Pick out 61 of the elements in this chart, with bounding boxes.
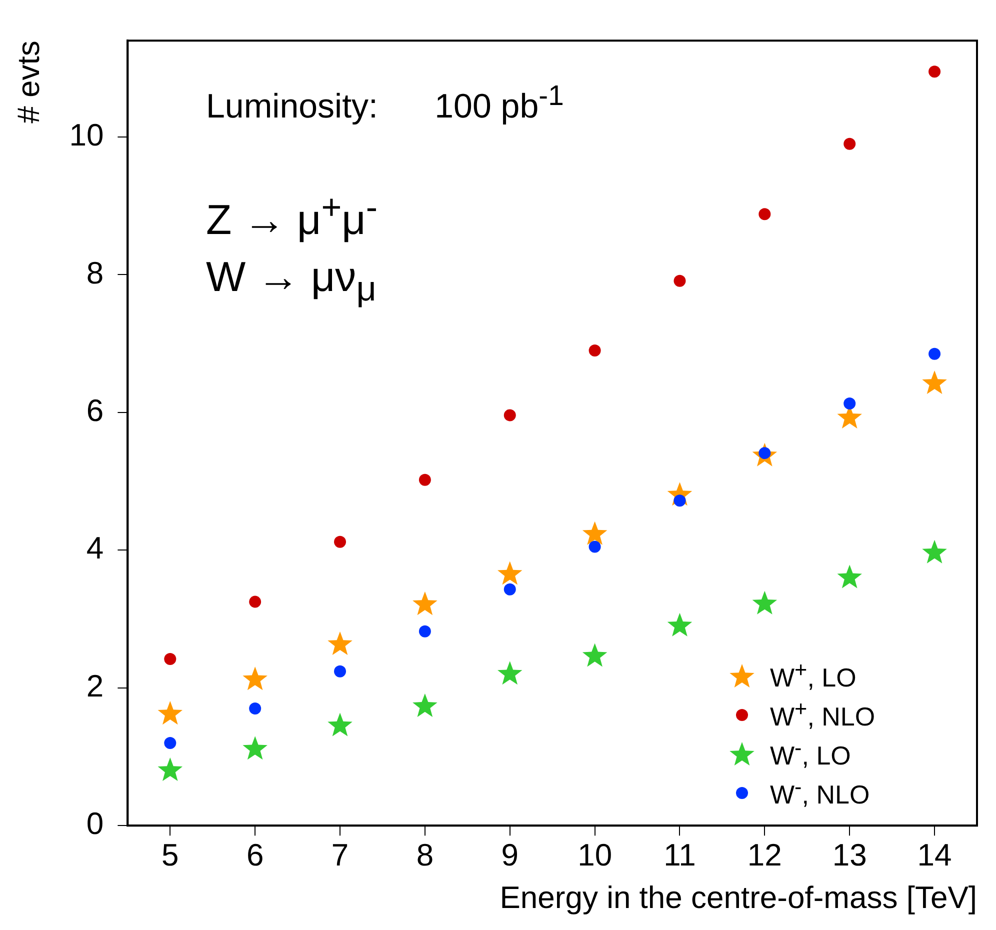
y-axis-title: # evts (11, 40, 46, 124)
point (334, 536, 346, 548)
point (249, 596, 262, 608)
point (249, 702, 262, 715)
y-tick-label: 0 (86, 806, 104, 842)
x-tick-label: 5 (162, 838, 179, 873)
point (242, 736, 268, 760)
point (334, 665, 346, 678)
point (928, 66, 941, 78)
x-tick-label: 7 (331, 838, 349, 873)
x-tick-label: 6 (246, 838, 264, 873)
point (412, 693, 438, 717)
point (164, 652, 176, 665)
point (758, 208, 771, 220)
point (582, 643, 608, 667)
annotation: Luminosity: 100 pb$^{-1}$ (206, 80, 564, 126)
x-tick-label: 11 (664, 838, 696, 873)
legend-label: W$^{+}$, LO (770, 657, 856, 694)
point (328, 632, 352, 656)
x-tick-label: 13 (832, 838, 867, 873)
point (498, 661, 522, 685)
point (412, 592, 438, 616)
point (674, 494, 686, 507)
y-tick-label: 10 (69, 118, 104, 153)
point (418, 625, 431, 638)
y-tick-label: 2 (86, 668, 104, 704)
point (837, 564, 862, 588)
x-tick-label: 12 (747, 838, 782, 873)
y-tick-label: 4 (86, 530, 104, 566)
point (922, 540, 947, 564)
point (922, 370, 947, 394)
point (504, 409, 516, 422)
legend-label: W$^{+}$, NLO (770, 696, 876, 733)
legend-label: W$^{-}$, NLO (770, 774, 870, 811)
x-axis-title: Energy in the centre-of-mass [TeV] (500, 880, 977, 915)
annotation: W → μν$_{μ}$ (206, 253, 376, 310)
point (928, 348, 941, 360)
x-tick-label: 9 (501, 838, 518, 873)
x-tick-label: 14 (917, 838, 952, 873)
point (844, 138, 856, 150)
point (418, 474, 431, 486)
point (498, 561, 522, 585)
point (504, 583, 516, 596)
point (158, 758, 183, 782)
legend-label: W$^{-}$, LO (770, 735, 851, 772)
point (752, 590, 778, 614)
x-tick-label: 10 (578, 838, 612, 873)
point (674, 274, 686, 287)
x-tick-label: 8 (416, 838, 434, 873)
point (667, 612, 692, 636)
y-tick-label: 6 (86, 392, 104, 428)
y-tick-label: 8 (86, 255, 104, 290)
point (588, 540, 601, 553)
point (588, 344, 601, 356)
point (164, 736, 176, 749)
point (844, 397, 856, 410)
point (242, 666, 268, 690)
annotation: Z → μ$^{+}$μ$^{-}$ (206, 188, 378, 244)
point (328, 712, 352, 736)
point (158, 701, 183, 725)
point (582, 521, 608, 545)
